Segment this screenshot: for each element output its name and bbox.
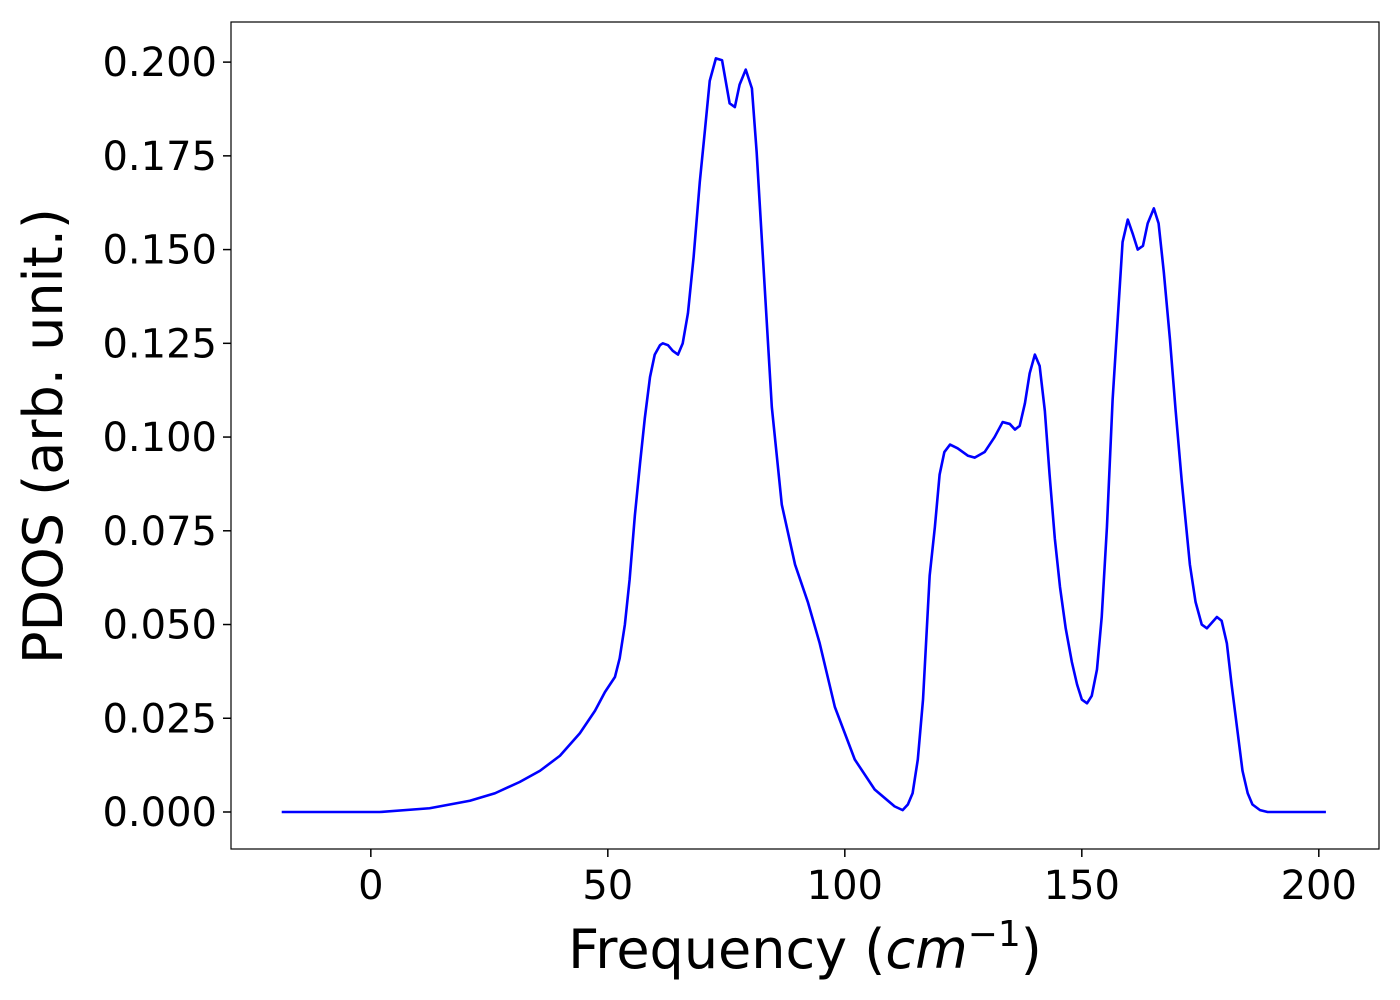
y-tick-label: 0.200 (102, 40, 217, 86)
x-label-part: −1 (968, 914, 1021, 955)
y-tick-label: 0.100 (102, 415, 217, 461)
x-label-part: cm (885, 918, 967, 981)
y-tick-label: 0.150 (102, 228, 217, 274)
y-axis-label: PDOS (arb. unit.) (12, 208, 75, 664)
x-tick-label: 0 (358, 863, 383, 909)
line-series (281, 57, 1326, 814)
plot-frame (230, 21, 1380, 850)
x-tick-label: 50 (582, 863, 633, 909)
x-axis-label: Frequency (cm−1) (568, 914, 1042, 981)
y-tick-label: 0.000 (102, 790, 217, 836)
y-tick-label: 0.175 (102, 134, 217, 180)
y-tick-label: 0.050 (102, 603, 217, 649)
x-tick-label: 150 (1044, 863, 1120, 909)
x-tick-label: 200 (1281, 863, 1357, 909)
y-tick-label: 0.075 (102, 509, 217, 555)
x-label-part: ) (1021, 918, 1042, 981)
x-tick-label: 100 (807, 863, 883, 909)
y-tick-label: 0.125 (102, 321, 217, 367)
y-tick-label: 0.025 (102, 696, 217, 742)
x-label-part: Frequency ( (568, 918, 885, 981)
